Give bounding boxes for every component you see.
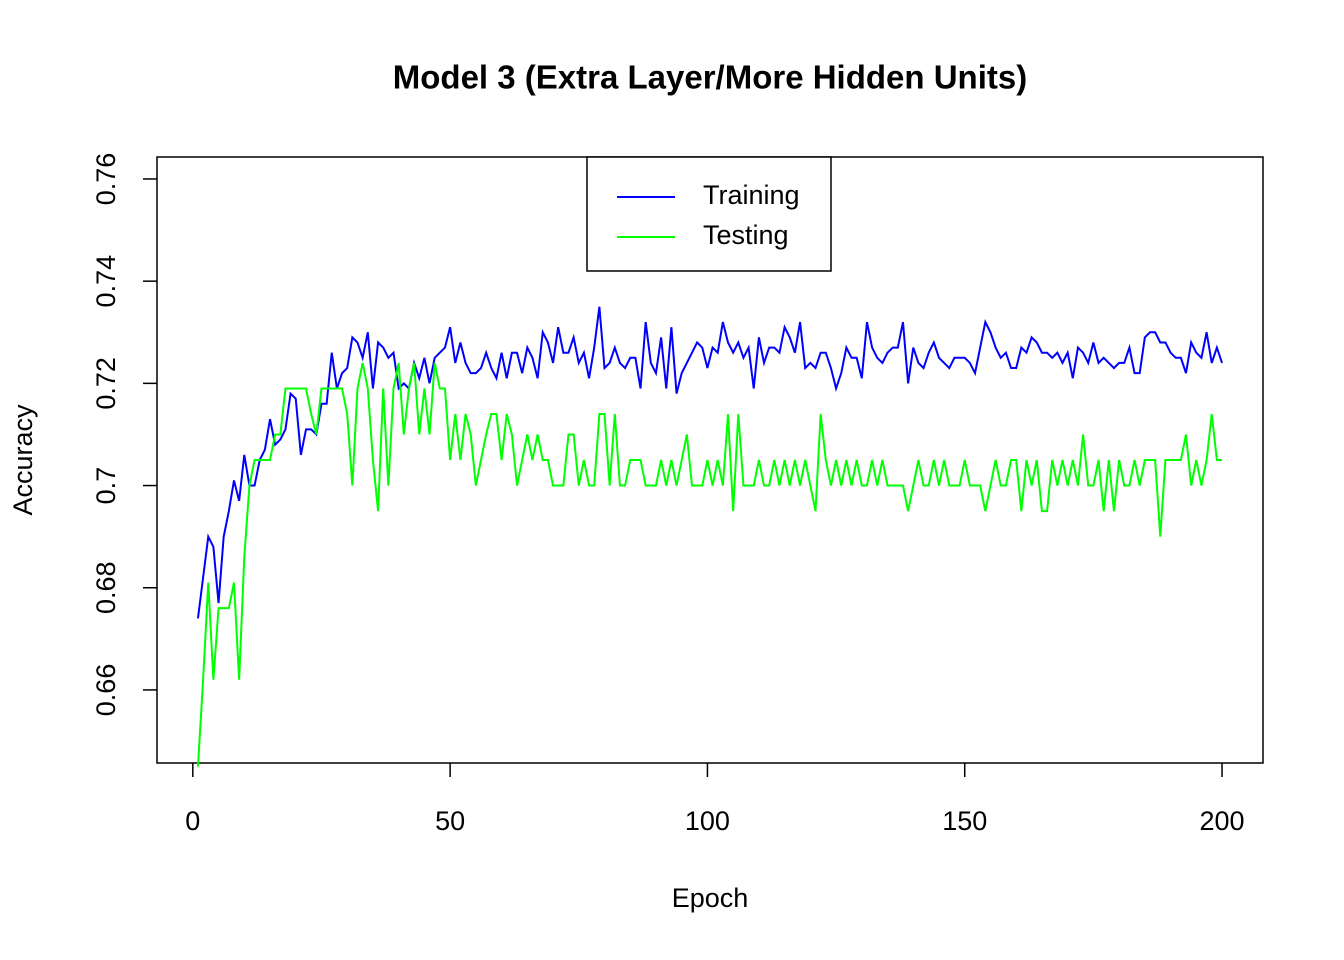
y-tick-label: 0.68 [91,561,121,614]
x-tick-label: 100 [685,806,730,836]
x-tick-label: 200 [1200,806,1245,836]
y-tick-label: 0.7 [91,467,121,505]
legend-label: Testing [703,220,789,250]
y-tick-label: 0.72 [91,357,121,410]
x-axis-label: Epoch [672,883,749,913]
chart-title: Model 3 (Extra Layer/More Hidden Units) [393,59,1027,96]
x-tick-label: 0 [185,806,200,836]
x-tick-label: 50 [435,806,465,836]
series-line [196,362,1223,767]
y-tick-label: 0.76 [91,153,121,206]
y-tick-label: 0.66 [91,664,121,717]
y-tick-label: 0.74 [91,255,121,308]
y-axis-label: Accuracy [8,404,38,516]
legend-label: Training [703,180,800,210]
legend-box [586,156,832,272]
x-tick-label: 150 [942,806,987,836]
series-line [196,306,1223,619]
